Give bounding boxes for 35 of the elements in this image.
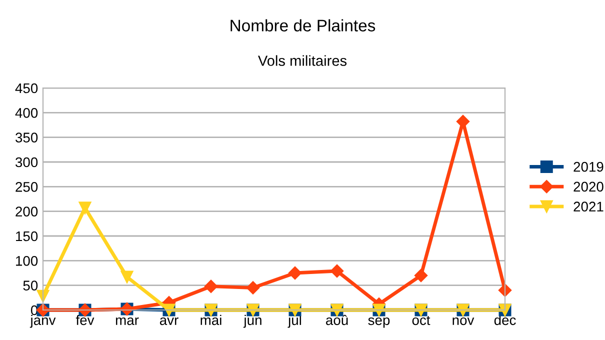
x-tick-label: sep (368, 317, 390, 328)
y-tick-label: 300 (16, 157, 38, 168)
x-tick-label: janv (30, 314, 56, 328)
x-tick-label: mai (200, 314, 222, 326)
x-tick-label: nov (452, 317, 474, 326)
y-tick-label: 450 (15, 83, 38, 94)
point (78, 202, 92, 214)
x-tick-label: jun (243, 314, 262, 328)
y-tick-label: 400 (15, 108, 38, 118)
legend-label: 2021 (574, 202, 604, 212)
x-tick-label: jul (288, 314, 302, 328)
point (330, 264, 344, 278)
x-tick-label: aoû (326, 314, 348, 326)
legend-label: 2019 (574, 162, 604, 172)
x-tick-label: déc (494, 314, 516, 326)
point (414, 268, 428, 282)
y-tick-label: 150 (16, 231, 38, 242)
y-tick-label: 50 (23, 280, 38, 291)
x-tick-label: avr (160, 317, 178, 326)
y-tick-label: 200 (16, 206, 38, 217)
point (120, 270, 134, 284)
point (204, 280, 218, 293)
point (498, 284, 512, 297)
chart-title: Nombre de Plaintes (230, 19, 376, 32)
x-tick-label: mar (116, 317, 139, 326)
x-tick-label: oct (412, 316, 430, 326)
y-tick-label: 100 (16, 256, 38, 266)
legend-label: 2020 (574, 182, 604, 192)
chart-subtitle: Vols militaires (258, 55, 347, 66)
point (246, 281, 260, 294)
x-tick-label: fev (76, 314, 94, 326)
y-tick-label: 350 (16, 132, 38, 143)
point (288, 266, 302, 280)
y-tick-label: 250 (16, 182, 38, 192)
point (36, 290, 50, 302)
